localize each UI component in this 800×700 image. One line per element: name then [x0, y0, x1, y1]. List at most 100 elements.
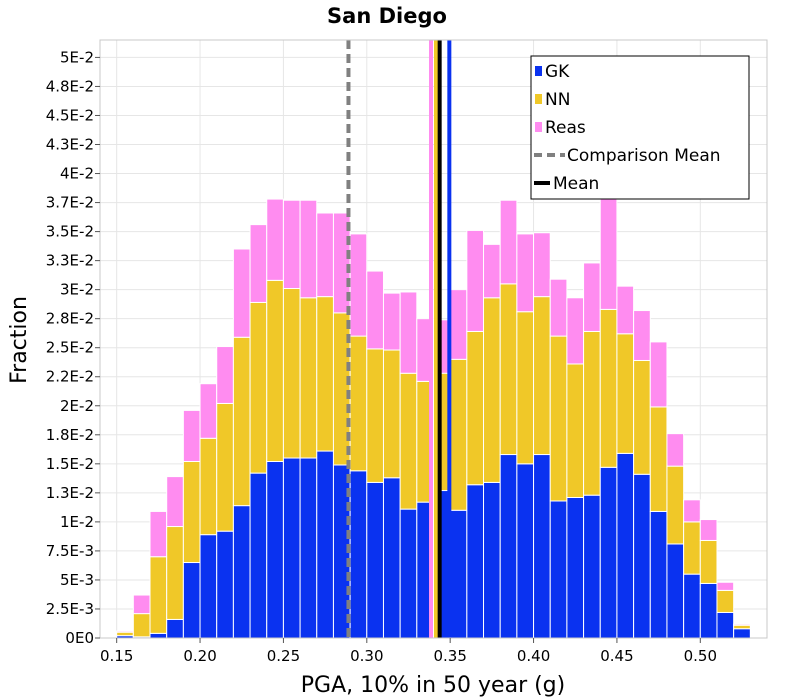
bar-nn: [716, 589, 735, 613]
legend-nn-label: NN: [545, 90, 570, 110]
legend-box: [530, 55, 750, 200]
bar-nn: [266, 279, 284, 463]
bar-nn: [549, 335, 568, 502]
y-tick-label: 4.5E-2: [46, 106, 94, 124]
bar-nn: [583, 330, 601, 496]
bar-reas: [266, 198, 284, 281]
x-tick-label: 0.40: [517, 647, 550, 665]
bar-reas: [132, 594, 151, 615]
bar-nn: [516, 311, 535, 465]
x-tick-label: 0.35: [433, 647, 466, 665]
bar-reas: [249, 224, 268, 303]
bar-reas: [483, 243, 501, 299]
y-tick-label: 1.3E-2: [46, 484, 94, 502]
bar-gk: [699, 582, 718, 639]
y-tick-label: 2E-2: [60, 397, 94, 415]
bar-nn: [649, 406, 668, 512]
bar-nn: [666, 465, 685, 545]
bar-reas: [382, 292, 401, 351]
bar-reas: [649, 341, 668, 408]
x-tick-label: 0.25: [267, 647, 300, 665]
mean-lines: [346, 40, 452, 638]
bar-gk: [249, 472, 268, 639]
bar-nn: [382, 349, 401, 479]
bar-gk: [366, 481, 384, 639]
y-tick-label: 2.5E-2: [46, 339, 94, 357]
bar-gk: [633, 473, 651, 639]
bar-reas: [549, 278, 568, 337]
bar-reas: [349, 233, 368, 337]
bar-gk: [266, 461, 284, 639]
bar-nn: [116, 631, 134, 637]
bar-reas: [399, 291, 418, 374]
bar-reas: [299, 199, 318, 299]
bar-nn: [232, 336, 251, 507]
y-axis-label: Fraction: [7, 296, 32, 384]
chart-title: San Diego: [327, 4, 447, 28]
y-tick-label: 4.3E-2: [46, 136, 94, 154]
bar-reas: [516, 233, 535, 313]
bar-reas: [182, 409, 201, 463]
y-tick-label: 0E0: [65, 629, 94, 647]
bar-gk: [599, 466, 618, 639]
legend-mean-label: Mean: [553, 174, 599, 194]
x-axis-label: PGA, 10% in 50 year (g): [301, 673, 565, 698]
y-tick-label: 2.8E-2: [46, 310, 94, 328]
bar-reas: [583, 262, 601, 332]
legend: GK NN Reas Comparison Mean Mean: [530, 55, 750, 200]
bar-nn: [316, 296, 334, 452]
bar-gk: [299, 457, 318, 639]
bar-gk: [166, 618, 184, 639]
bar-reas: [699, 519, 718, 541]
bar-reas: [616, 285, 635, 335]
bar-gk: [733, 628, 751, 639]
bar-gk: [216, 530, 234, 639]
bar-reas: [199, 383, 218, 439]
bar-gk: [282, 457, 301, 639]
bar-gk: [199, 534, 218, 639]
bar-gk: [149, 632, 168, 639]
bar-nn: [533, 296, 551, 456]
bar-nn: [683, 521, 701, 575]
x-tick-label: 0.50: [684, 647, 717, 665]
bar-nn: [149, 556, 168, 634]
bar-nn: [166, 526, 184, 620]
x-axis-ticks: 0.15 0.20 0.25 0.30 0.35 0.40 0.45 0.50: [100, 638, 717, 665]
bar-nn: [616, 333, 635, 454]
bar-gk: [649, 510, 668, 639]
legend-reas-label: Reas: [545, 118, 586, 138]
bar-reas: [449, 289, 468, 360]
legend-reas-swatch: [535, 122, 542, 132]
y-tick-label: 5E-3: [60, 571, 94, 589]
y-tick-label: 7.5E-3: [46, 542, 94, 560]
bar-reas: [149, 510, 168, 558]
bar-reas: [716, 581, 735, 591]
bar-reas: [216, 346, 234, 404]
bar-gk: [683, 573, 701, 639]
bar-gk: [466, 484, 485, 639]
bar-reas: [599, 192, 618, 310]
bar-gk: [583, 494, 601, 639]
bar-nn: [733, 624, 751, 630]
bar-reas: [666, 433, 685, 467]
bar-reas: [683, 499, 701, 523]
bar-gk: [483, 481, 501, 639]
y-tick-label: 3.7E-2: [46, 194, 94, 212]
y-tick-label: 4E-2: [60, 165, 94, 183]
bar-nn: [699, 539, 718, 584]
legend-comparison-mean-label: Comparison Mean: [567, 146, 721, 166]
y-tick-label: 3.3E-2: [46, 252, 94, 270]
bar-gk: [566, 496, 585, 639]
x-tick-label: 0.45: [600, 647, 633, 665]
bar-nn: [249, 301, 268, 474]
bar-gk: [399, 508, 418, 639]
y-tick-label: 2.2E-2: [46, 368, 94, 386]
bar-nn: [499, 283, 518, 456]
y-tick-label: 3E-2: [60, 281, 94, 299]
bar-reas: [166, 476, 184, 528]
bar-gk: [549, 500, 568, 639]
bar-nn: [366, 348, 384, 483]
bar-gk: [616, 452, 635, 639]
bar-gk: [716, 611, 735, 639]
y-tick-label: 1.5E-2: [46, 455, 94, 473]
